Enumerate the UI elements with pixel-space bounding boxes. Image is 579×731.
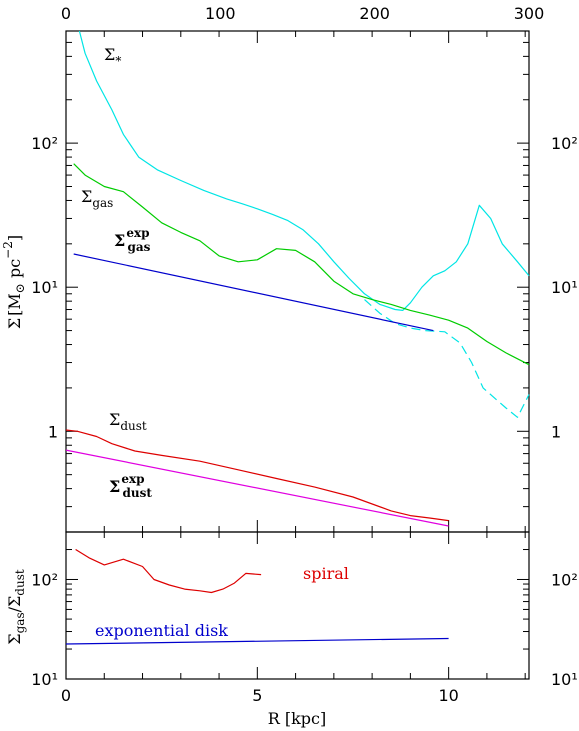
bottom-panel-ticks: 10¹ 10¹ 10² 10² 0 5 10 <box>31 531 578 705</box>
top-series-line-5 <box>65 449 449 527</box>
top-axis-tick-label: 0 <box>61 4 71 23</box>
top-panel-frame <box>65 30 530 533</box>
top-series-line-1 <box>364 299 530 418</box>
bottom-ytick-label-left: 10² <box>31 570 58 589</box>
x-axis-title: R [kpc] <box>268 709 327 728</box>
sigma-dust-label: Σdust <box>109 410 147 433</box>
top-series-line-3 <box>73 253 434 332</box>
top-ytick-label-right: 1 <box>551 422 561 441</box>
bottom-panel-frame <box>65 531 530 680</box>
sigma-gas-exp-label: Σexp gas <box>114 226 151 254</box>
top-series-line-2 <box>73 163 530 366</box>
bottom-ytick-label-right: 10¹ <box>551 670 578 689</box>
sigma-star-label: Σ* <box>104 45 121 68</box>
spiral-label: spiral <box>303 564 349 583</box>
x-tick-label: 5 <box>252 686 262 705</box>
top-panel-series <box>65 30 530 527</box>
top-axis-tick-label: 100 <box>205 4 236 23</box>
top-ytick-label-left: 10² <box>31 134 58 153</box>
top-axis-tick-label: 300 <box>514 4 545 23</box>
bottom-ytick-label-left: 10¹ <box>31 670 58 689</box>
top-ytick-label-right: 10¹ <box>551 278 578 297</box>
sigma-gas-label: Σgas <box>81 187 113 210</box>
y-axis-title-ratio: Σgas/Σdust <box>5 569 27 645</box>
top-ytick-label-right: 10² <box>551 134 578 153</box>
bottom-series-line-0 <box>75 548 262 594</box>
x-tick-label: 0 <box>61 686 71 705</box>
top-panel-ticks: 1 1 10¹ 10¹ 10² 10² 0 100 200 300 <box>31 4 578 533</box>
y-axis-title-sigma: Σ[M⊙ pc−2] <box>1 235 27 329</box>
sigma-dust-exp-label: Σexp dust <box>109 472 152 500</box>
top-ytick-label-left: 1 <box>48 422 58 441</box>
x-tick-label: 10 <box>438 686 458 705</box>
top-series-line-4 <box>65 429 449 522</box>
top-series-line-0 <box>78 30 530 311</box>
bottom-panel-series <box>65 548 449 645</box>
exponential-disk-label: exponential disk <box>95 621 228 640</box>
bottom-ytick-label-right: 10² <box>551 570 578 589</box>
top-ytick-label-left: 10¹ <box>31 278 58 297</box>
bottom-series-line-1 <box>65 637 449 645</box>
top-axis-tick-label: 200 <box>359 4 390 23</box>
